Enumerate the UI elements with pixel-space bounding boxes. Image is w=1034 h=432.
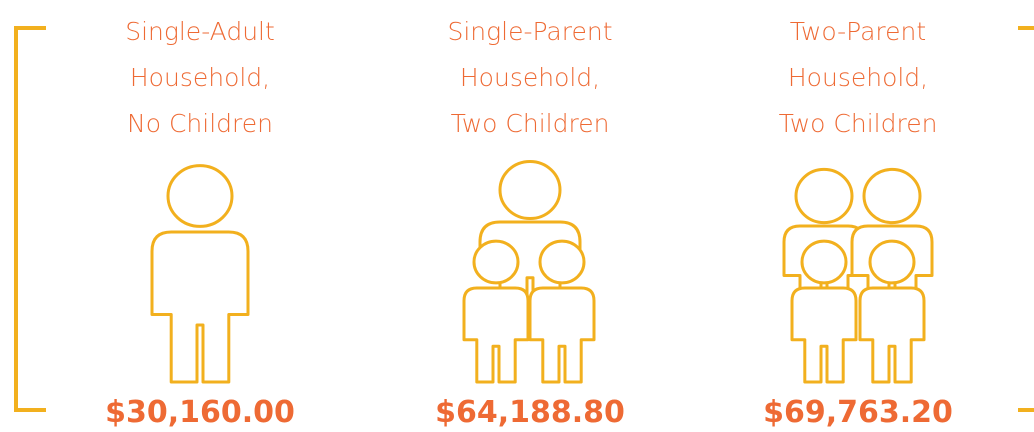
amount: $64,188.80 [435,395,625,430]
person-head [472,239,520,285]
amount: $30,160.00 [105,395,295,430]
left-bracket [14,26,46,412]
person-head [538,239,586,285]
person-head [498,160,562,220]
person-head [862,167,922,225]
person-head [794,167,854,225]
person-body [790,286,858,384]
household-label: Single-Parent [447,17,612,46]
icons [150,160,934,384]
person-head [800,239,848,285]
household-label: Household, [788,63,928,92]
household-label: Single-Adult [125,17,275,46]
person-head [868,239,916,285]
person-body [858,286,926,384]
person-head [166,164,234,228]
amount: $69,763.20 [763,395,953,430]
household-label: Household, [460,63,600,92]
person-body [528,286,596,384]
household-label: Two Children [779,109,938,138]
household-label: Two-Parent [790,17,926,46]
household-label: Two Children [451,109,610,138]
person-body [150,230,250,384]
household-label: No Children [127,109,273,138]
household-label: Household, [130,63,270,92]
person-body [462,286,530,384]
right-bracket [1018,26,1034,412]
